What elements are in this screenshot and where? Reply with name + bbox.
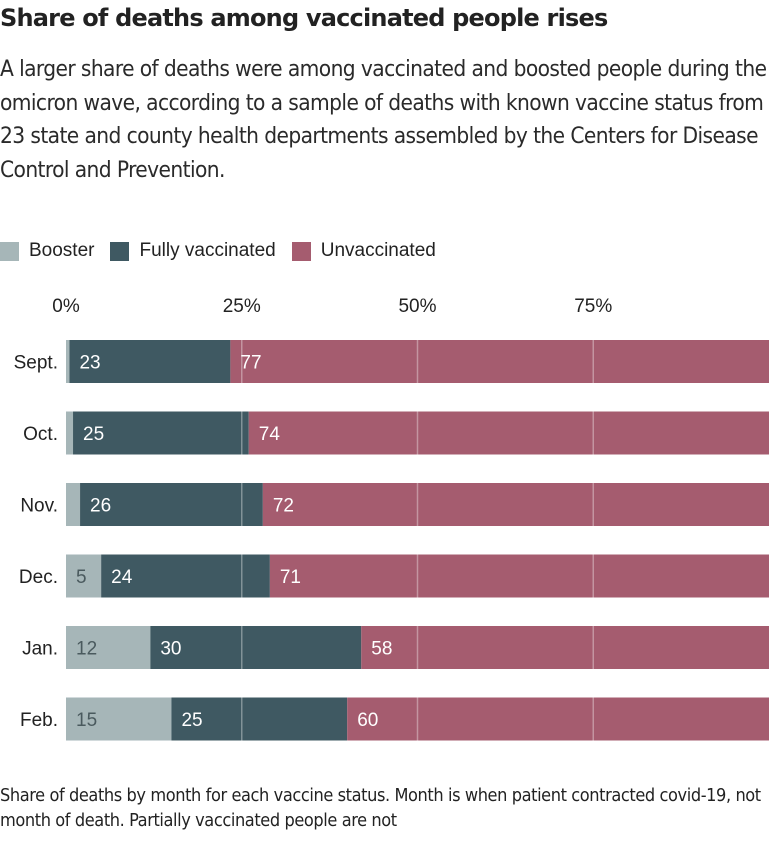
bar-segment-fully-vaccinated	[80, 483, 263, 526]
legend-label-booster: Booster	[29, 240, 95, 261]
bar-segment-fully-vaccinated	[171, 697, 348, 741]
bar-segment-booster	[66, 626, 151, 669]
data-label: 25	[83, 424, 104, 445]
data-label: 26	[90, 496, 111, 517]
bar-segment-unvaccinated	[248, 411, 769, 455]
bar-segment-booster	[66, 483, 81, 526]
category-label: Nov.	[20, 496, 58, 517]
x-tick-label: 0%	[52, 296, 80, 317]
bar-segment-unvaccinated	[262, 483, 769, 526]
data-label: 5	[76, 567, 87, 588]
bar-segment-fully-vaccinated	[73, 411, 249, 455]
chart-subtitle: A larger share of deaths were among vacc…	[0, 56, 767, 183]
legend: Booster Fully vaccinated Unvaccinated	[0, 240, 452, 262]
data-label: 58	[371, 639, 392, 660]
data-label: 15	[76, 710, 97, 731]
category-label: Jan.	[22, 639, 58, 660]
data-label: 12	[76, 639, 97, 660]
data-label: 25	[181, 710, 202, 731]
stacked-bar-chart: 0% 25% 50% 75% Sept. Oct. Nov. Dec. Jan. Feb. 23 77…	[14, 296, 769, 741]
x-tick-label: 50%	[398, 296, 436, 317]
data-label: 23	[79, 353, 100, 374]
bar-segment-unvaccinated	[269, 554, 769, 598]
category-label: Dec.	[19, 567, 58, 588]
bar-segment-fully-vaccinated	[69, 340, 231, 383]
data-label: 77	[240, 353, 261, 374]
category-label: Oct.	[23, 424, 58, 445]
legend-label-fully-vaccinated: Fully vaccinated	[139, 240, 276, 261]
x-tick-label: 75%	[574, 296, 612, 317]
bar-segment-unvaccinated	[347, 697, 769, 741]
bar-segment-booster	[66, 697, 172, 741]
category-label: Feb.	[20, 710, 58, 731]
legend-swatch-fully-vaccinated	[110, 241, 130, 261]
legend-item-booster: Booster	[0, 240, 94, 262]
legend-item-fully-vaccinated: Fully vaccinated	[110, 240, 276, 262]
data-label: 60	[357, 710, 378, 731]
data-label: 24	[111, 567, 133, 588]
bar-segment-booster	[66, 340, 70, 383]
legend-swatch-booster	[0, 241, 19, 261]
bar-segment-fully-vaccinated	[101, 554, 270, 598]
bar-segment-fully-vaccinated	[150, 626, 362, 669]
data-label: 74	[259, 424, 281, 445]
legend-swatch-unvaccinated	[291, 241, 311, 261]
legend-label-unvaccinated: Unvaccinated	[320, 240, 436, 261]
category-label: Sept.	[14, 353, 58, 374]
x-tick-label: 25%	[223, 296, 261, 317]
chart-title: Share of deaths among vaccinated people …	[0, 4, 608, 32]
data-label: 30	[160, 639, 181, 660]
legend-item-unvaccinated: Unvaccinated	[291, 240, 436, 262]
bar-segment-unvaccinated	[361, 626, 769, 669]
chart-footnote: Share of deaths by month for each vaccin…	[0, 785, 761, 831]
data-label: 72	[273, 496, 294, 517]
bar-segment-booster	[66, 554, 102, 598]
bar-segment-unvaccinated	[230, 340, 769, 383]
data-label: 71	[280, 567, 301, 588]
bar-segment-booster	[66, 411, 74, 455]
